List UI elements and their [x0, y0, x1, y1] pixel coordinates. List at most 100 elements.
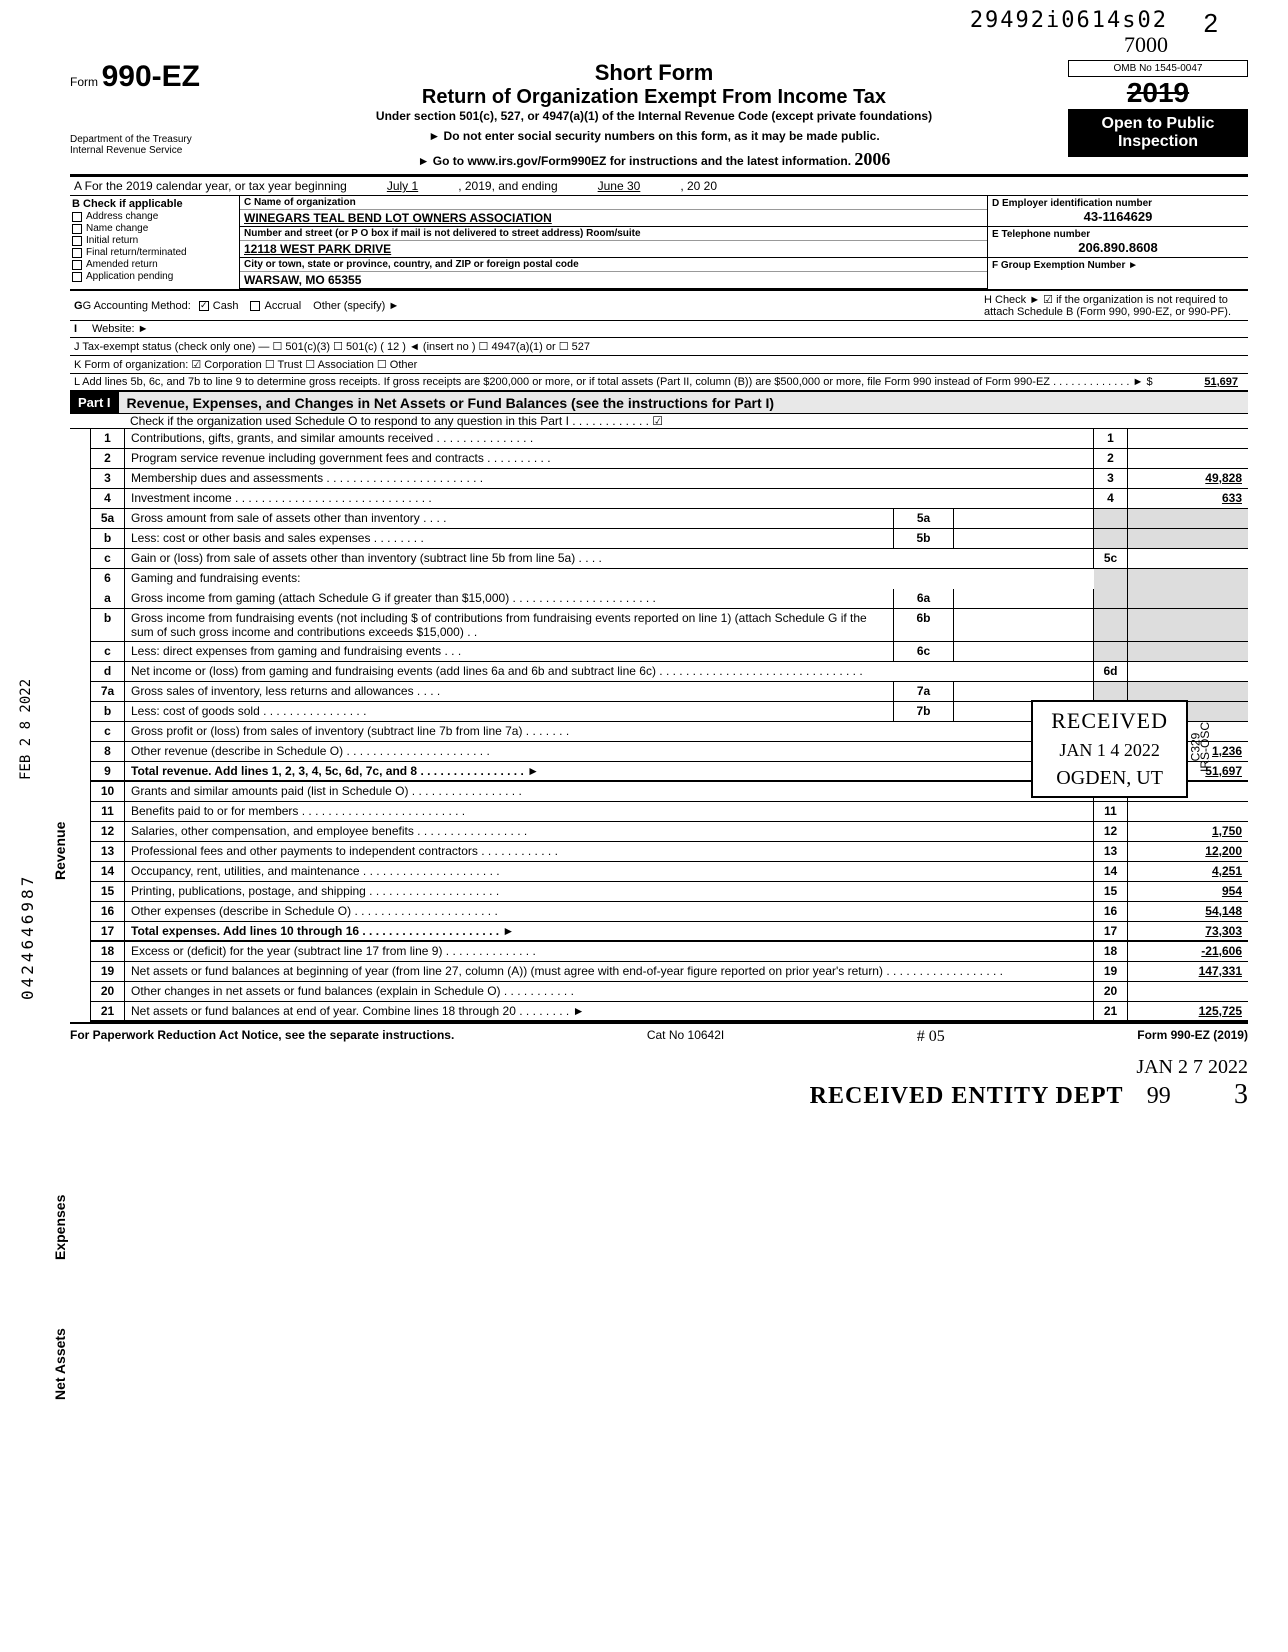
- ln17-amt: 73,303: [1128, 922, 1248, 940]
- ln1-rn: 1: [1094, 429, 1128, 448]
- ln5c-num: c: [91, 549, 125, 568]
- ln6a-m: 6a: [894, 589, 954, 608]
- ln6d-desc: Net income or (loss) from gaming and fun…: [125, 662, 1094, 681]
- ln6a-num: a: [91, 589, 125, 608]
- vert-expenses: Expenses: [52, 1195, 68, 1260]
- ln11-amt: [1128, 802, 1248, 821]
- row-l-text: L Add lines 5b, 6c, and 7b to line 9 to …: [74, 376, 1204, 388]
- chk-address[interactable]: [72, 212, 82, 222]
- ln5b-num: b: [91, 529, 125, 548]
- ln4-num: 4: [91, 489, 125, 508]
- chk-accrual[interactable]: [250, 301, 260, 311]
- stamp-received: RECEIVED: [1051, 708, 1168, 734]
- org-name: WINEGARS TEAL BEND LOT OWNERS ASSOCIATIO…: [240, 210, 987, 227]
- ln7c-num: c: [91, 722, 125, 741]
- vert-revenue: Revenue: [52, 822, 68, 880]
- ln6c-m: 6c: [894, 642, 954, 661]
- open-to-public: Open to Public Inspection: [1068, 109, 1248, 157]
- ln20-num: 20: [91, 982, 125, 1001]
- ln14-desc: Occupancy, rent, utilities, and maintena…: [125, 862, 1094, 881]
- ln10-num: 10: [91, 782, 125, 801]
- lbl-cash: Cash: [213, 300, 239, 312]
- ln13-rn: 13: [1094, 842, 1128, 861]
- ln2-desc: Program service revenue including govern…: [125, 449, 1094, 468]
- goto-text: ► Go to www.irs.gov/Form990EZ for instru…: [418, 154, 851, 168]
- addr-label: Number and street (or P O box if mail is…: [240, 227, 987, 241]
- ln6-num: 6: [91, 569, 125, 589]
- ln6b-desc: Gross income from fundraising events (no…: [125, 609, 894, 641]
- group-label: F Group Exemption Number ►: [992, 260, 1244, 271]
- ln5a-num: 5a: [91, 509, 125, 528]
- row-k-text: K Form of organization: ☑ Corporation ☐ …: [74, 358, 417, 371]
- ln16-num: 16: [91, 902, 125, 921]
- ln7b-num: b: [91, 702, 125, 721]
- ln1-num: 1: [91, 429, 125, 448]
- lbl-final: Final return/terminated: [86, 247, 187, 258]
- ln12-desc: Salaries, other compensation, and employ…: [125, 822, 1094, 841]
- ln6d-rn: 6d: [1094, 662, 1128, 681]
- chk-cash[interactable]: ✓: [199, 301, 209, 311]
- ln3-desc: Membership dues and assessments . . . . …: [125, 469, 1094, 488]
- ln13-amt: 12,200: [1128, 842, 1248, 861]
- control-number: 29492i0614s02: [970, 8, 1168, 33]
- received-stamp: RECEIVED JAN 1 4 2022 OGDEN, UT: [1031, 700, 1188, 798]
- ln9-desc: Total revenue. Add lines 1, 2, 3, 4, 5c,…: [125, 762, 1094, 780]
- row-a-label: A For the 2019 calendar year, or tax yea…: [74, 179, 347, 193]
- page-number-top: 2: [1204, 8, 1218, 39]
- ln13-desc: Professional fees and other payments to …: [125, 842, 1094, 861]
- lbl-name-change: Name change: [86, 223, 148, 234]
- ln5b-m: 5b: [894, 529, 954, 548]
- ln5c-desc: Gain or (loss) from sale of assets other…: [125, 549, 1094, 568]
- ssn-warning: ► Do not enter social security numbers o…: [240, 129, 1068, 143]
- ln14-rn: 14: [1094, 862, 1128, 881]
- ln21-desc: Net assets or fund balances at end of ye…: [125, 1002, 1094, 1020]
- ln11-rn: 11: [1094, 802, 1128, 821]
- chk-amended[interactable]: [72, 260, 82, 270]
- ln21-num: 21: [91, 1002, 125, 1020]
- hw-page: 99: [1147, 1083, 1171, 1109]
- ln6a-desc: Gross income from gaming (attach Schedul…: [125, 589, 894, 608]
- ln16-desc: Other expenses (describe in Schedule O) …: [125, 902, 1094, 921]
- website-label: Website: ►: [92, 323, 149, 335]
- year-end: June 30: [598, 179, 641, 193]
- row-a-tail: , 20 20: [680, 179, 717, 193]
- chk-name[interactable]: [72, 224, 82, 234]
- city-label: City or town, state or province, country…: [240, 258, 987, 272]
- lbl-pending: Application pending: [86, 271, 173, 282]
- ln2-rn: 2: [1094, 449, 1128, 468]
- ln7a-num: 7a: [91, 682, 125, 701]
- ln19-amt: 147,331: [1128, 962, 1248, 981]
- ln4-amt: 633: [1128, 489, 1248, 508]
- lbl-address-change: Address change: [86, 211, 158, 222]
- dept-treasury: Department of the Treasury: [70, 134, 240, 145]
- ln15-desc: Printing, publications, postage, and shi…: [125, 882, 1094, 901]
- chk-final[interactable]: [72, 248, 82, 258]
- tax-year-print: 2019: [1068, 77, 1248, 109]
- ln13-num: 13: [91, 842, 125, 861]
- ln17-num: 17: [91, 922, 125, 940]
- ln3-amt: 49,828: [1128, 469, 1248, 488]
- row-h-text: H Check ► ☑ if the organization is not r…: [984, 293, 1244, 318]
- ln6c-desc: Less: direct expenses from gaming and fu…: [125, 642, 894, 661]
- ln18-desc: Excess or (deficit) for the year (subtra…: [125, 942, 1094, 961]
- ln6d-num: d: [91, 662, 125, 681]
- handwritten-mark: 7000: [1124, 32, 1168, 58]
- stamp-date: JAN 1 4 2022: [1051, 740, 1168, 761]
- ln20-rn: 20: [1094, 982, 1128, 1001]
- ln9-num: 9: [91, 762, 125, 780]
- part1-label: Part I: [70, 392, 119, 413]
- under-section: Under section 501(c), 527, or 4947(a)(1)…: [240, 109, 1068, 123]
- ln7a-desc: Gross sales of inventory, less returns a…: [125, 682, 894, 701]
- ln7b-m: 7b: [894, 702, 954, 721]
- ln20-amt: [1128, 982, 1248, 1001]
- part1-title: Revenue, Expenses, and Changes in Net As…: [119, 395, 775, 411]
- ln6b-m: 6b: [894, 609, 954, 641]
- footer-mid: Cat No 10642I: [647, 1028, 724, 1046]
- ln19-rn: 19: [1094, 962, 1128, 981]
- ln8-desc: Other revenue (describe in Schedule O) .…: [125, 742, 1094, 761]
- chk-initial[interactable]: [72, 236, 82, 246]
- chk-pending[interactable]: [72, 272, 82, 282]
- ln6b-num: b: [91, 609, 125, 641]
- form-number: 990-EZ: [102, 60, 200, 93]
- form-prefix: Form: [70, 75, 98, 89]
